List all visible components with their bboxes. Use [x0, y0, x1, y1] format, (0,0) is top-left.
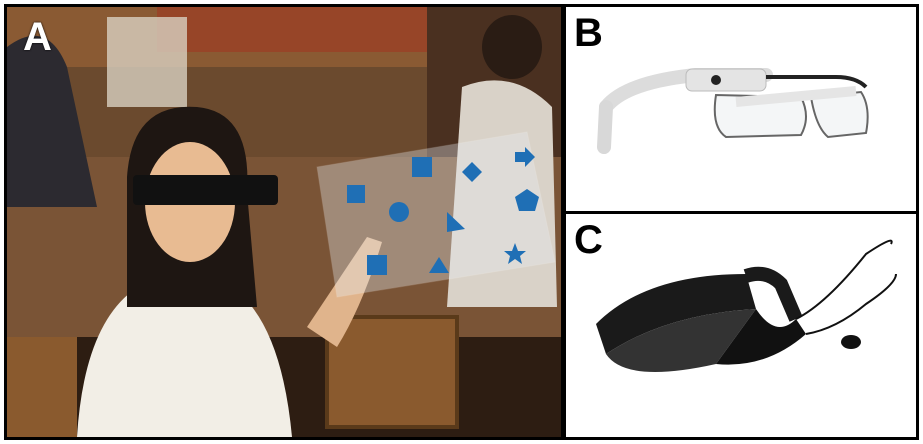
google-glass-photo [566, 7, 916, 211]
panel-c: C [563, 211, 919, 440]
panel-label-a: A [23, 15, 52, 59]
panel-a: A [4, 4, 564, 440]
panel-label-c: C [574, 218, 603, 262]
panel-b: B [563, 4, 919, 214]
cafe-scene-photo [7, 7, 561, 437]
panel-label-b: B [574, 11, 603, 55]
virtual-interface-shapes [347, 147, 539, 275]
video-glasses-photo [566, 214, 916, 437]
